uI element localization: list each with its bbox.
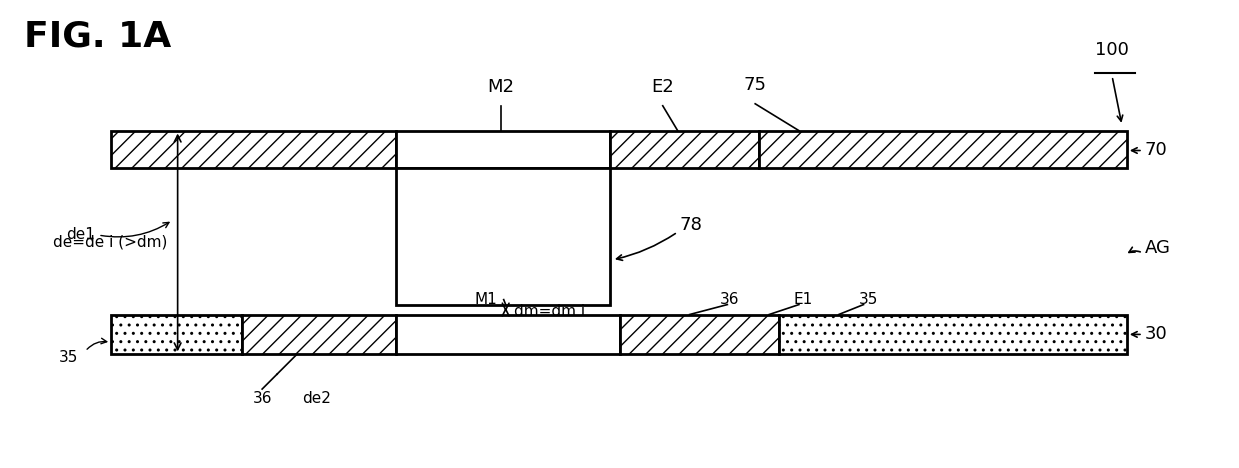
- Text: 78: 78: [680, 216, 703, 234]
- Text: E1: E1: [794, 292, 813, 307]
- Text: dm=dm i: dm=dm i: [514, 304, 585, 319]
- Bar: [396, 131, 610, 168]
- Text: 36: 36: [253, 391, 271, 406]
- Bar: [396, 314, 620, 354]
- Text: 30: 30: [1145, 325, 1167, 344]
- Text: 70: 70: [1145, 141, 1167, 160]
- Bar: [779, 314, 1127, 354]
- Bar: [760, 131, 1127, 168]
- Text: FIG. 1A: FIG. 1A: [24, 19, 171, 53]
- Text: de=de i (>dm): de=de i (>dm): [53, 235, 167, 250]
- Bar: [243, 314, 396, 354]
- Bar: [610, 131, 760, 168]
- Text: 36: 36: [720, 292, 738, 307]
- Text: de1: de1: [66, 227, 95, 242]
- Text: M1: M1: [475, 292, 498, 307]
- Bar: [620, 314, 779, 354]
- Text: E2: E2: [652, 78, 674, 96]
- Text: de2: de2: [302, 391, 331, 406]
- Bar: [396, 168, 610, 305]
- Text: AG: AG: [1145, 239, 1171, 257]
- Bar: [112, 314, 243, 354]
- Text: 100: 100: [1095, 41, 1129, 59]
- Text: 35: 35: [859, 292, 878, 307]
- Bar: [112, 131, 396, 168]
- Text: M2: M2: [487, 78, 514, 96]
- Text: 35: 35: [59, 350, 78, 365]
- Text: 75: 75: [743, 76, 767, 94]
